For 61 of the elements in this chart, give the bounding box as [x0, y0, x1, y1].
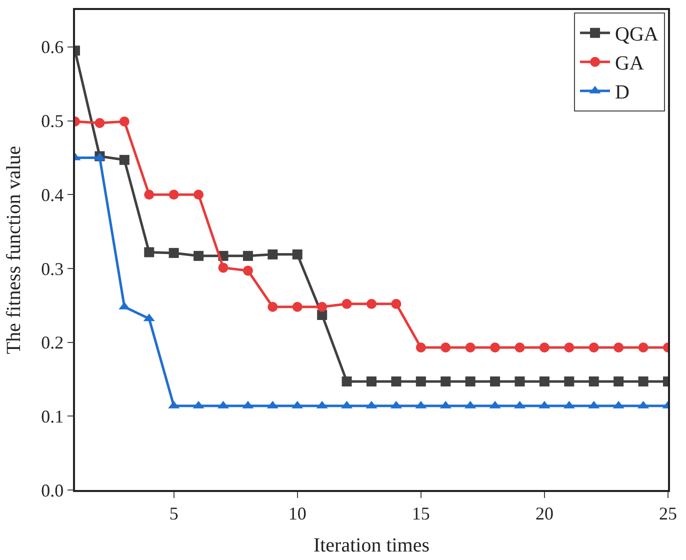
x-axis-title: Iteration times [313, 534, 430, 556]
point [416, 376, 426, 386]
point [194, 190, 204, 200]
point [514, 376, 525, 386]
point [416, 342, 426, 352]
text: 0.0 [41, 480, 64, 500]
legend-label: GA [615, 52, 644, 75]
point [614, 342, 624, 352]
y-tick-label: 0.4 [41, 184, 64, 205]
point [168, 190, 179, 200]
point [514, 342, 525, 352]
point [119, 116, 130, 127]
point [292, 302, 302, 312]
point [292, 249, 302, 260]
legend-label: D [615, 82, 630, 104]
point [539, 342, 550, 352]
point [242, 266, 253, 276]
point [465, 342, 476, 352]
point [194, 250, 204, 261]
point [366, 376, 376, 386]
point [317, 302, 328, 312]
point [465, 376, 476, 386]
point [119, 154, 130, 165]
point [564, 376, 574, 386]
point [268, 302, 278, 312]
x-tick-label: 25 [659, 503, 677, 524]
point [144, 247, 154, 258]
y-axis-title: The fitness function value [3, 146, 26, 354]
point [638, 342, 648, 352]
point [588, 342, 599, 352]
x-tick-label: 10 [288, 503, 306, 524]
point [366, 298, 376, 309]
point [168, 248, 179, 258]
point [588, 376, 599, 386]
y-tick-label: 0.2 [41, 332, 64, 353]
point [539, 376, 550, 386]
point [144, 190, 154, 200]
point [490, 376, 500, 386]
point [218, 262, 228, 273]
point [342, 298, 352, 309]
x-tick-label: 20 [535, 503, 554, 524]
x-tick-label: 15 [412, 503, 430, 524]
point [391, 376, 402, 386]
point [614, 376, 624, 386]
point [440, 376, 451, 386]
y-tick-label: 0.3 [41, 258, 64, 279]
point [440, 342, 451, 352]
point [638, 376, 648, 386]
point [342, 376, 352, 386]
y-tick-label: 0.5 [41, 111, 64, 132]
point [391, 298, 402, 309]
point [490, 342, 500, 352]
y-tick-label: 0.6 [41, 37, 64, 58]
point [94, 118, 105, 128]
point [317, 310, 328, 320]
point [242, 250, 253, 261]
point [564, 342, 574, 352]
y-tick-label: 0.1 [41, 406, 64, 426]
point [268, 249, 278, 260]
legend-label: QGA [615, 24, 659, 46]
x-tick-label: 5 [169, 503, 178, 524]
